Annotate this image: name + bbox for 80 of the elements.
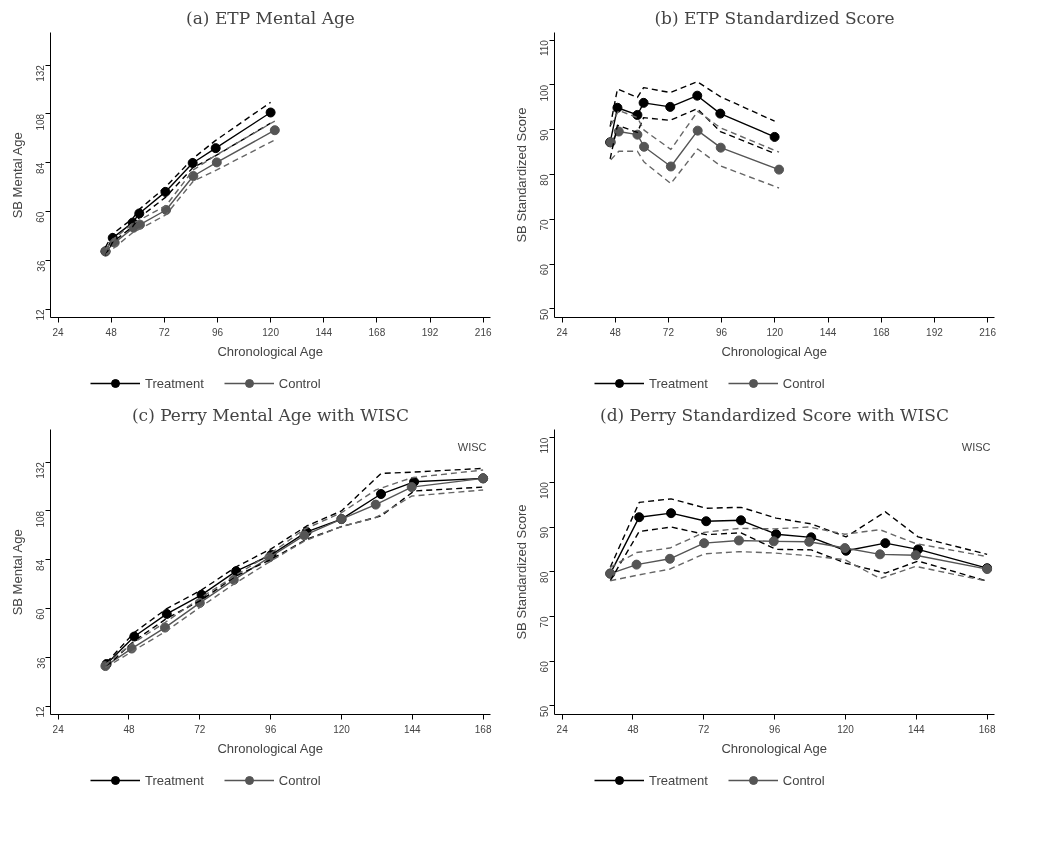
legend-label: Control [278, 375, 321, 391]
legend-label: Treatment [649, 375, 708, 391]
y-tick-label: 36 [35, 260, 47, 272]
chart-title: (a) ETP Mental Age [186, 7, 355, 28]
y-tick-label: 12 [35, 705, 47, 718]
x-tick-label: 168 [474, 723, 492, 735]
x-tick-label: 216 [474, 326, 492, 338]
y-tick-label: 50 [539, 308, 551, 321]
y-tick-label: 110 [539, 437, 551, 454]
y-tick-label: 80 [539, 571, 551, 583]
y-tick-label: 70 [539, 616, 551, 628]
x-tick-label: 96 [716, 326, 728, 338]
y-tick-label: 60 [539, 263, 551, 276]
x-tick-label: 24 [556, 326, 569, 338]
annotation: WISC [457, 440, 487, 453]
x-tick-label: 192 [421, 326, 439, 338]
x-tick-label: 168 [978, 723, 996, 735]
y-tick-label: 84 [35, 559, 47, 571]
x-axis-title: Chronological Age [721, 740, 827, 756]
y-tick-label: 84 [35, 162, 47, 174]
x-tick-label: 48 [609, 326, 622, 338]
chart-title: (d) Perry Standardized Score with WISC [600, 404, 949, 425]
y-tick-label: 12 [35, 308, 47, 321]
x-tick-label: 24 [52, 326, 65, 338]
y-tick-label: 90 [539, 129, 551, 141]
x-tick-label: 96 [211, 326, 224, 338]
y-tick-label: 70 [539, 218, 551, 231]
x-tick-label: 144 [315, 326, 333, 338]
x-tick-label: 144 [403, 723, 422, 735]
x-tick-label: 72 [662, 326, 675, 338]
legend-label: Control [782, 772, 825, 788]
x-tick-label: 48 [123, 723, 135, 735]
x-tick-label: 144 [819, 326, 837, 338]
x-tick-label: 72 [194, 723, 206, 735]
legend-label: Treatment [649, 772, 708, 788]
x-tick-label: 120 [766, 326, 784, 338]
y-tick-label: 132 [35, 461, 47, 479]
x-axis-title: Chronological Age [217, 740, 323, 756]
y-tick-label: 50 [539, 705, 551, 718]
y-tick-label: 36 [35, 657, 47, 669]
y-tick-label: 100 [539, 481, 551, 499]
legend-label: Control [782, 375, 825, 391]
x-tick-label: 72 [698, 723, 710, 735]
legend-label: Control [278, 772, 321, 788]
y-tick-label: 108 [35, 113, 47, 131]
x-tick-label: 72 [158, 326, 171, 338]
y-axis-title: SB Standardized Score [513, 504, 529, 640]
x-tick-label: 120 [262, 326, 280, 338]
x-tick-label: 96 [769, 723, 781, 735]
y-tick-label: 60 [539, 660, 551, 673]
annotation: WISC [961, 440, 991, 453]
x-axis-title: Chronological Age [217, 343, 323, 359]
x-tick-label: 120 [837, 723, 855, 735]
x-tick-label: 168 [368, 326, 386, 338]
y-tick-label: 60 [35, 608, 47, 620]
y-axis-title: SB Mental Age [9, 132, 25, 219]
x-axis-title: Chronological Age [721, 343, 827, 359]
y-tick-label: 60 [35, 211, 47, 223]
y-tick-label: 100 [539, 84, 551, 102]
y-tick-label: 108 [35, 510, 47, 528]
legend-label: Treatment [145, 772, 204, 788]
x-tick-label: 48 [627, 723, 639, 735]
x-tick-label: 96 [265, 723, 277, 735]
x-tick-label: 168 [872, 326, 891, 338]
x-tick-label: 48 [105, 326, 118, 338]
chart-title: (b) ETP Standardized Score [654, 7, 895, 28]
y-axis-title: SB Mental Age [9, 529, 25, 616]
legend-label: Treatment [145, 375, 204, 391]
x-tick-label: 192 [926, 326, 944, 338]
y-tick-label: 132 [35, 64, 47, 82]
x-tick-label: 144 [907, 723, 926, 735]
x-tick-label: 120 [333, 723, 351, 735]
x-tick-label: 24 [556, 723, 569, 735]
chart-title: (c) Perry Mental Age with WISC [131, 404, 410, 425]
y-tick-label: 80 [539, 174, 551, 186]
y-tick-label: 90 [539, 526, 551, 539]
y-axis-title: SB Standardized Score [513, 107, 529, 243]
x-tick-label: 24 [52, 723, 65, 735]
y-tick-label: 110 [539, 39, 551, 57]
x-tick-label: 216 [979, 326, 997, 338]
